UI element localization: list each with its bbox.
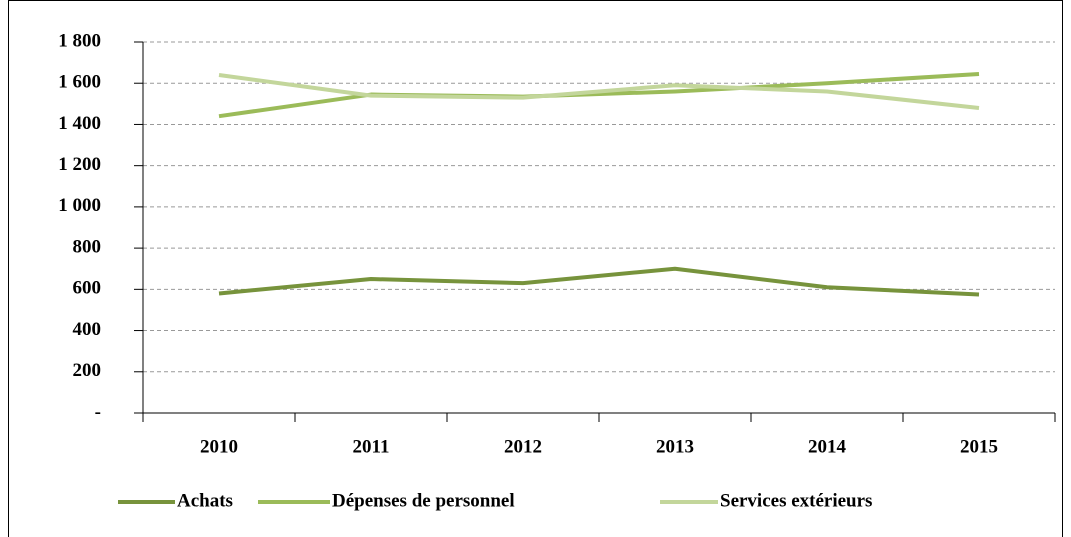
series-line (218, 71, 980, 119)
y-tick-label: 400 (73, 319, 102, 340)
series-line (218, 72, 980, 110)
y-tick-label: 200 (73, 360, 102, 381)
chart-frame (8, 0, 1063, 537)
x-tick-label: 2015 (960, 436, 998, 457)
x-tick-label: 2011 (353, 436, 390, 457)
y-tick-label: 1 400 (58, 113, 101, 134)
x-tick-label: 2012 (504, 436, 542, 457)
x-tick-label: 2014 (808, 436, 847, 457)
y-tick-label: 800 (73, 236, 102, 257)
legend-label: Dépenses de personnel (332, 490, 515, 511)
y-tick-label: 1 000 (58, 195, 101, 216)
series-line (218, 266, 980, 297)
y-tick-label: 1 200 (58, 154, 101, 175)
legend-label: Services extérieurs (720, 490, 872, 511)
y-tick-label: 1 800 (58, 30, 101, 51)
y-tick-label: - (95, 401, 101, 422)
x-tick-label: 2013 (656, 436, 694, 457)
legend-label: Achats (177, 490, 233, 511)
y-tick-label: 1 600 (58, 72, 101, 93)
x-tick-label: 2010 (200, 436, 238, 457)
y-tick-label: 600 (73, 278, 102, 299)
